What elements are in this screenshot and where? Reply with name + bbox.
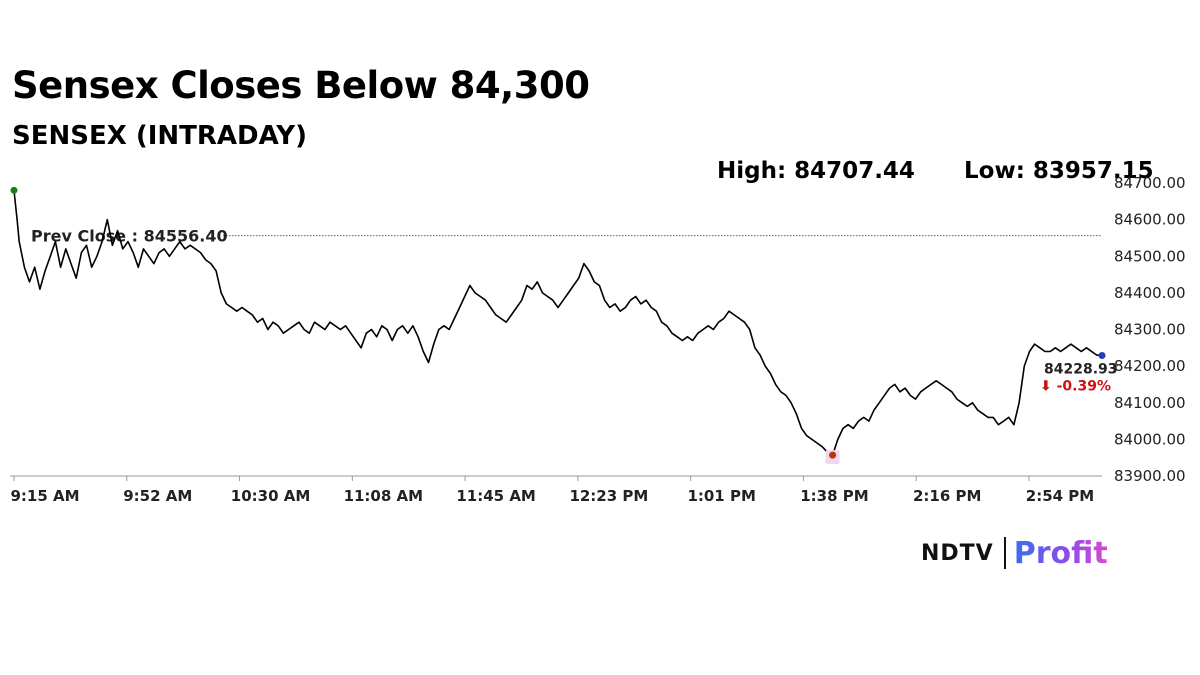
x-tick-label: 1:38 PM bbox=[800, 487, 868, 505]
y-tick-label: 84100.00 bbox=[1114, 394, 1186, 412]
logo-profit-text: Profit bbox=[1013, 535, 1108, 571]
x-tick-label: 1:01 PM bbox=[687, 487, 755, 505]
x-tick-label: 9:15 AM bbox=[10, 487, 79, 505]
prev-close-label: Prev Close : 84556.40 bbox=[31, 227, 228, 246]
x-tick-label: 2:16 PM bbox=[913, 487, 981, 505]
day-high-label: High: 84707.44 bbox=[717, 158, 915, 184]
chart-title: Sensex Closes Below 84,300 bbox=[12, 64, 590, 107]
chart-subtitle: SENSEX (INTRADAY) bbox=[12, 121, 307, 151]
x-tick-label: 12:23 PM bbox=[569, 487, 648, 505]
logo-divider bbox=[1003, 537, 1006, 569]
x-tick-label: 2:54 PM bbox=[1026, 487, 1094, 505]
x-tick-label: 9:52 AM bbox=[123, 487, 192, 505]
low-marker bbox=[829, 451, 837, 459]
y-tick-label: 84300.00 bbox=[1114, 321, 1186, 339]
close-marker bbox=[1098, 352, 1106, 360]
y-tick-label: 84200.00 bbox=[1114, 357, 1186, 375]
x-tick-label: 10:30 AM bbox=[231, 487, 311, 505]
price-line bbox=[13, 190, 1103, 456]
open-marker bbox=[10, 186, 18, 194]
y-tick-label: 84500.00 bbox=[1114, 247, 1186, 265]
x-tick-label: 11:08 AM bbox=[344, 487, 424, 505]
ndtv-profit-logo: NDTV Profit bbox=[921, 533, 1108, 573]
last-value-label: 84228.93 bbox=[1044, 362, 1118, 378]
logo-ndtv-text: NDTV bbox=[921, 540, 994, 566]
y-tick-label: 84700.00 bbox=[1114, 174, 1186, 192]
y-tick-label: 83900.00 bbox=[1114, 467, 1186, 485]
day-low-label: Low: 83957.15 bbox=[964, 158, 1154, 184]
y-tick-label: 84600.00 bbox=[1114, 211, 1186, 229]
y-tick-label: 84400.00 bbox=[1114, 284, 1186, 302]
x-tick-label: 11:45 AM bbox=[456, 487, 536, 505]
last-change-label: ⬇ -0.39% bbox=[1040, 379, 1111, 395]
y-tick-label: 84000.00 bbox=[1114, 430, 1186, 448]
prev-close-label-bg bbox=[26, 225, 223, 246]
